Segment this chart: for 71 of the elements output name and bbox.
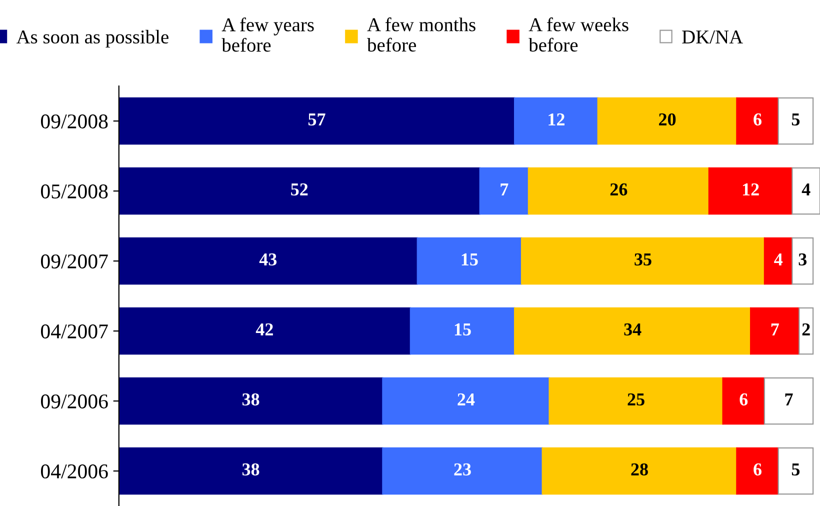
y-tick-label: 04/2006 [40,464,108,478]
bar [548,377,724,425]
bar [118,97,516,145]
legend-label: DK/NA [682,30,743,44]
data-label: 12 [743,183,759,196]
data-label: 38 [242,463,260,476]
bar [597,97,738,145]
data-label: 52 [291,183,308,196]
bar [118,307,411,355]
data-label: 42 [256,323,273,336]
bar [514,97,598,145]
data-label: 7 [500,184,508,196]
data-label: 7 [785,394,793,406]
bar [514,307,752,355]
bar [792,167,820,215]
bar [118,377,384,425]
y-tick-label: 09/2008 [40,114,108,128]
bar [528,167,710,215]
data-label: 35 [634,253,652,266]
data-label: 4 [802,183,810,196]
bar [416,237,522,285]
y-tick-label: 04/2007 [40,324,108,338]
y-tick-label: 05/2008 [40,184,108,198]
bar [382,447,543,495]
data-label: 28 [631,463,648,476]
data-label: 23 [454,463,471,476]
data-label: 15 [462,253,478,266]
bar [764,377,814,425]
data-label: 15 [454,323,471,336]
bar [736,97,779,145]
bar [792,237,814,285]
bar [750,307,800,355]
data-label: 25 [628,393,644,406]
bar [708,167,793,215]
data-label: 5 [792,114,800,126]
data-label: 6 [754,463,762,476]
y-tick-label: 09/2006 [40,394,108,408]
data-label: 4 [774,253,783,266]
data-label: 20 [659,113,676,126]
data-label: 12 [548,113,564,126]
bar [764,237,793,285]
data-label: 3 [798,253,807,266]
bar [778,447,814,495]
data-label: 34 [624,323,642,336]
bar [118,447,384,495]
legend-label: A few months before [367,17,476,52]
bar [542,447,738,495]
data-label: 6 [740,393,748,406]
y-tick-label: 09/2007 [40,254,108,268]
data-label: 6 [754,113,762,126]
data-label: 43 [259,253,277,266]
data-label: 57 [308,114,326,126]
data-label: 26 [610,183,628,196]
legend-label: A few weeks before [528,17,628,52]
data-label: 5 [792,464,800,476]
bar [520,237,766,285]
data-label: 24 [458,393,475,406]
bar [778,97,814,145]
bar [382,377,550,425]
data-label: 38 [242,393,260,406]
bar [798,307,814,355]
bar [736,447,779,495]
data-label: 2 [802,323,810,336]
data-label: 7 [771,324,779,336]
bar [118,167,480,215]
bar [722,377,766,425]
legend-label: As soon as possible [16,30,168,48]
bar [118,237,418,285]
legend-label: A few years before [222,18,314,52]
bar [410,307,516,355]
bar [479,167,530,215]
